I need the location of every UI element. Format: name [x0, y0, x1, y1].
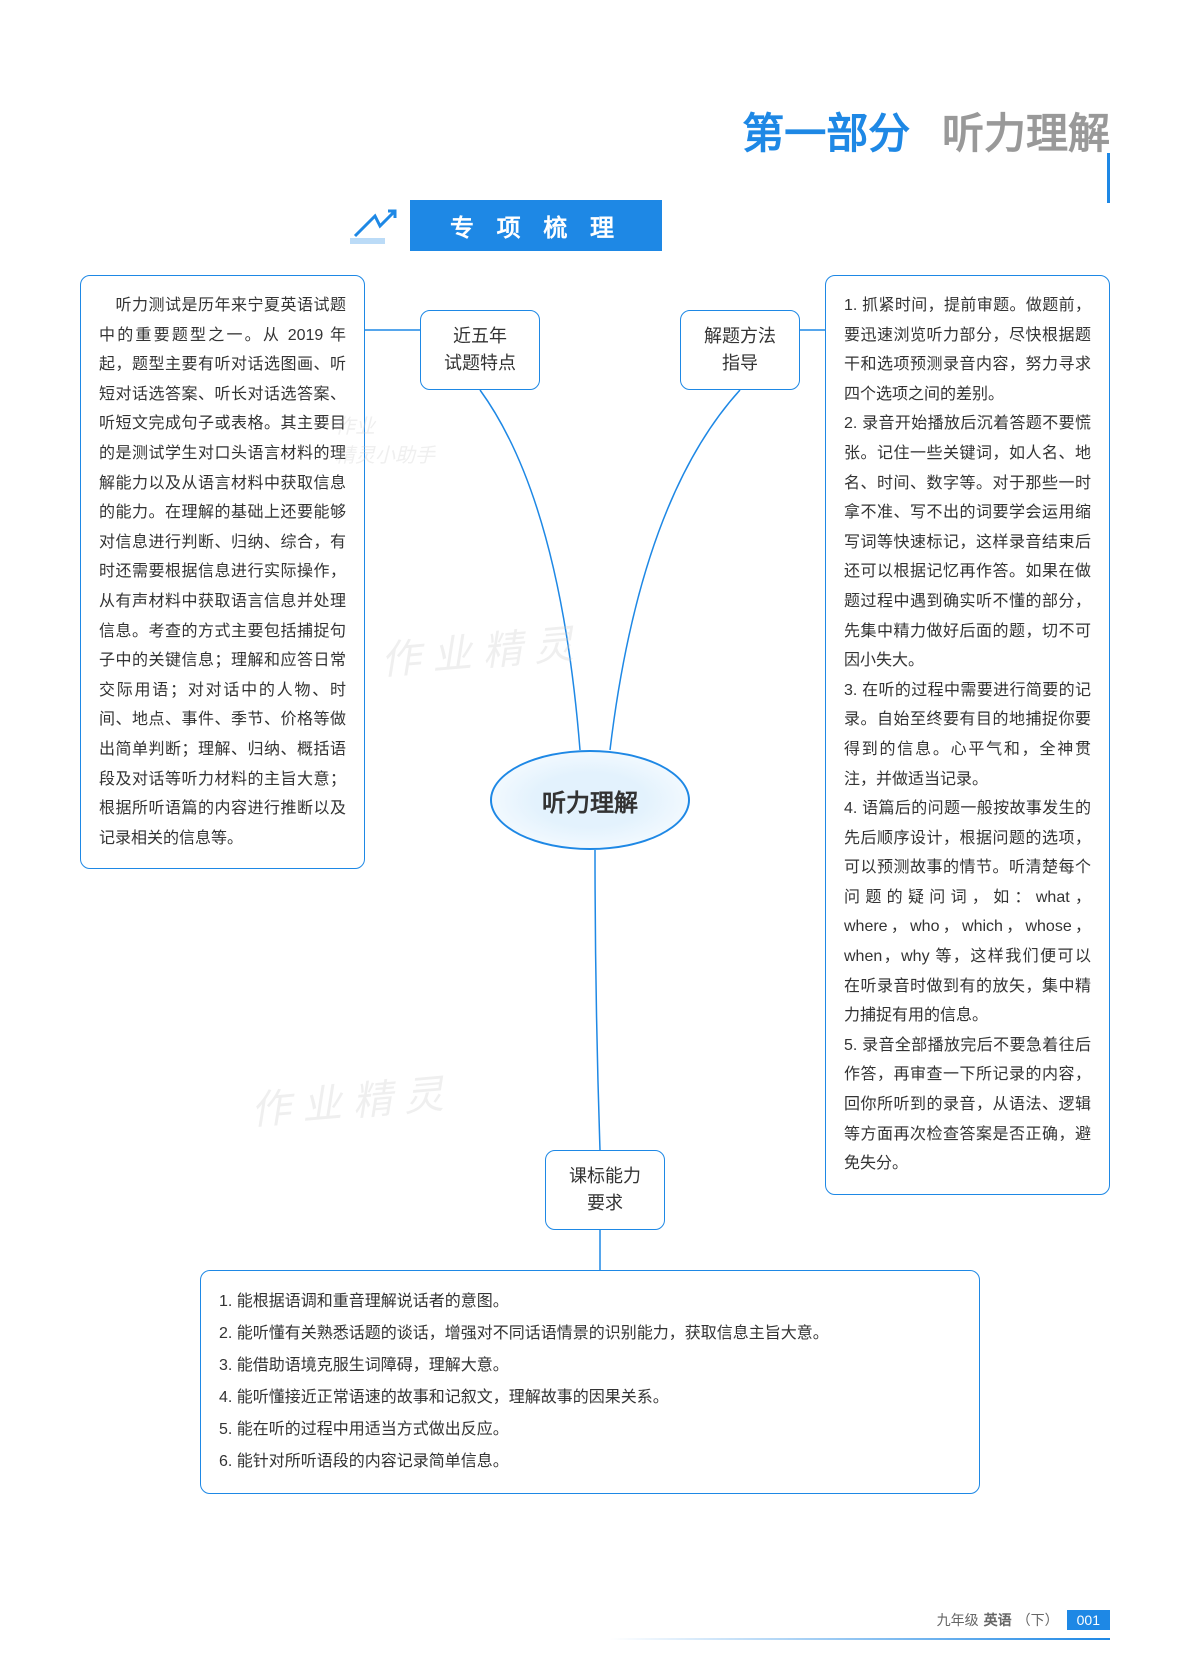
node-five-year-label: 近五年 试题特点 — [441, 323, 519, 377]
node-ability-label: 课标能力 要求 — [566, 1163, 644, 1217]
left-box-text: 听力测试是历年来宁夏英语试题中的重要题型之一。从 2019 年起，题型主要有听对… — [99, 291, 346, 853]
bottom-item-4: 4. 能听懂接近正常语速的故事和记叙文，理解故事的因果关系。 — [219, 1382, 961, 1414]
footer-line — [610, 1638, 1110, 1640]
footer-grade: 九年级 — [937, 1610, 979, 1630]
section-banner-label: 专 项 梳 理 — [410, 200, 662, 251]
right-box-text: 1. 抓紧时间，提前审题。做题前，要迅速浏览听力部分，尽快根据题干和选项预测录音… — [844, 291, 1091, 1179]
bottom-content-box: 1. 能根据语调和重音理解说话者的意图。 2. 能听懂有关熟悉话题的谈话，增强对… — [200, 1270, 980, 1494]
watermark-1: 作 业 精 灵 — [378, 612, 576, 687]
footer-vol: （下） — [1017, 1610, 1059, 1630]
center-label: 听力理解 — [542, 783, 638, 818]
node-five-year: 近五年 试题特点 — [420, 310, 540, 390]
page-title: 第一部分 听力理解 — [742, 100, 1110, 161]
arrow-icon — [350, 206, 400, 246]
left-content-box: 听力测试是历年来宁夏英语试题中的重要题型之一。从 2019 年起，题型主要有听对… — [80, 275, 365, 869]
node-method-label: 解题方法 指导 — [701, 323, 779, 377]
right-content-box: 1. 抓紧时间，提前审题。做题前，要迅速浏览听力部分，尽快根据题干和选项预测录音… — [825, 275, 1110, 1195]
center-oval: 听力理解 — [490, 750, 690, 850]
bottom-item-5: 5. 能在听的过程中用适当方式做出反应。 — [219, 1414, 961, 1446]
title-part-2: 听力理解 — [942, 110, 1110, 157]
bottom-item-6: 6. 能针对所听语段的内容记录简单信息。 — [219, 1446, 961, 1478]
footer-subject: 英语 — [984, 1610, 1012, 1630]
node-method: 解题方法 指导 — [680, 310, 800, 390]
footer: 九年级 英语 （下） 001 — [937, 1610, 1110, 1630]
bottom-item-2: 2. 能听懂有关熟悉话题的谈话，增强对不同话语情景的识别能力，获取信息主旨大意。 — [219, 1318, 961, 1350]
section-header: 专 项 梳 理 — [350, 200, 662, 251]
title-part-1: 第一部分 — [742, 110, 910, 157]
bottom-item-3: 3. 能借助语境克服生词障碍，理解大意。 — [219, 1350, 961, 1382]
footer-page-num: 001 — [1067, 1610, 1110, 1630]
node-ability: 课标能力 要求 — [545, 1150, 665, 1230]
title-divider — [1107, 153, 1110, 203]
watermark-2: 作 业 精 灵 — [248, 1062, 446, 1137]
bottom-item-1: 1. 能根据语调和重音理解说话者的意图。 — [219, 1286, 961, 1318]
